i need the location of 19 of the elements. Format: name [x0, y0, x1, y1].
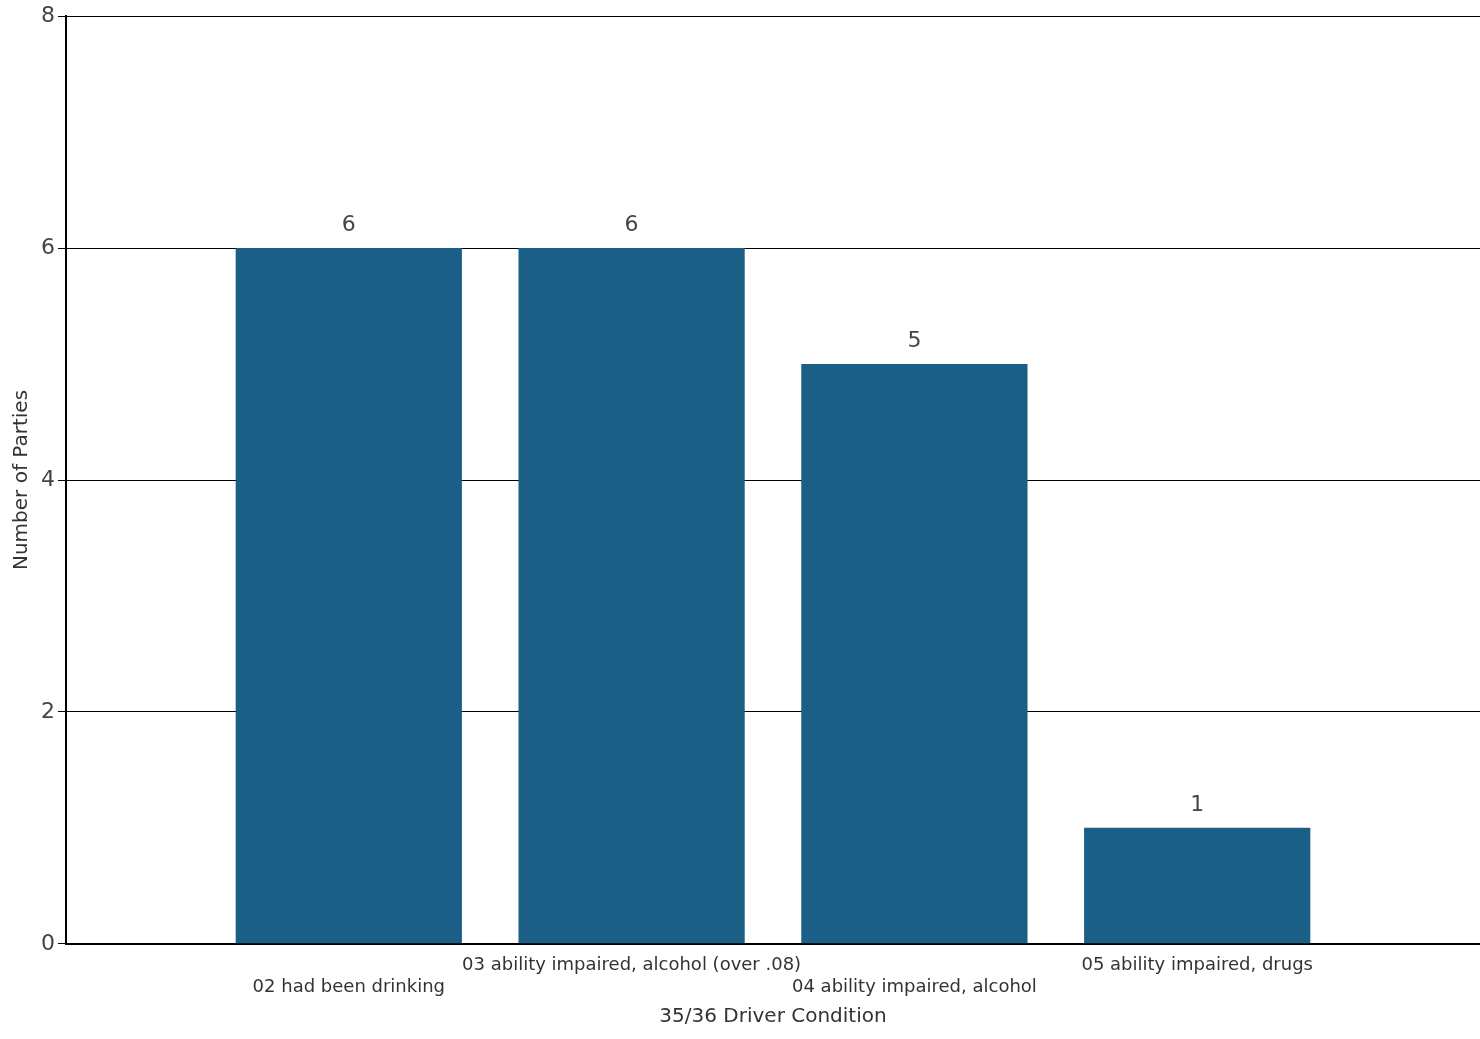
y-tick-label: 4 — [41, 465, 55, 491]
data-label: 1 — [1190, 790, 1205, 816]
bar — [801, 364, 1028, 944]
data-label: 6 — [624, 210, 639, 236]
y-tick-label: 8 — [41, 1, 55, 27]
x-tick-label: 05 ability impaired, drugs — [1081, 953, 1313, 975]
bar — [1084, 827, 1311, 944]
bar — [235, 248, 462, 944]
data-label: 5 — [907, 326, 922, 352]
y-axis-title: Number of Parties — [8, 389, 33, 571]
x-tick-label: 04 ability impaired, alcohol — [791, 974, 1037, 996]
x-tick-label: 02 had been drinking — [252, 974, 446, 996]
y-tick-label: 0 — [41, 929, 55, 955]
y-tick-label: 6 — [41, 233, 55, 259]
x-tick-label: 03 ability impaired, alcohol (over .08) — [462, 953, 802, 975]
y-tick-label: 2 — [41, 697, 55, 723]
bar — [518, 248, 745, 944]
data-label: 6 — [341, 210, 356, 236]
x-axis-title: 35/36 Driver Condition — [659, 1003, 887, 1028]
